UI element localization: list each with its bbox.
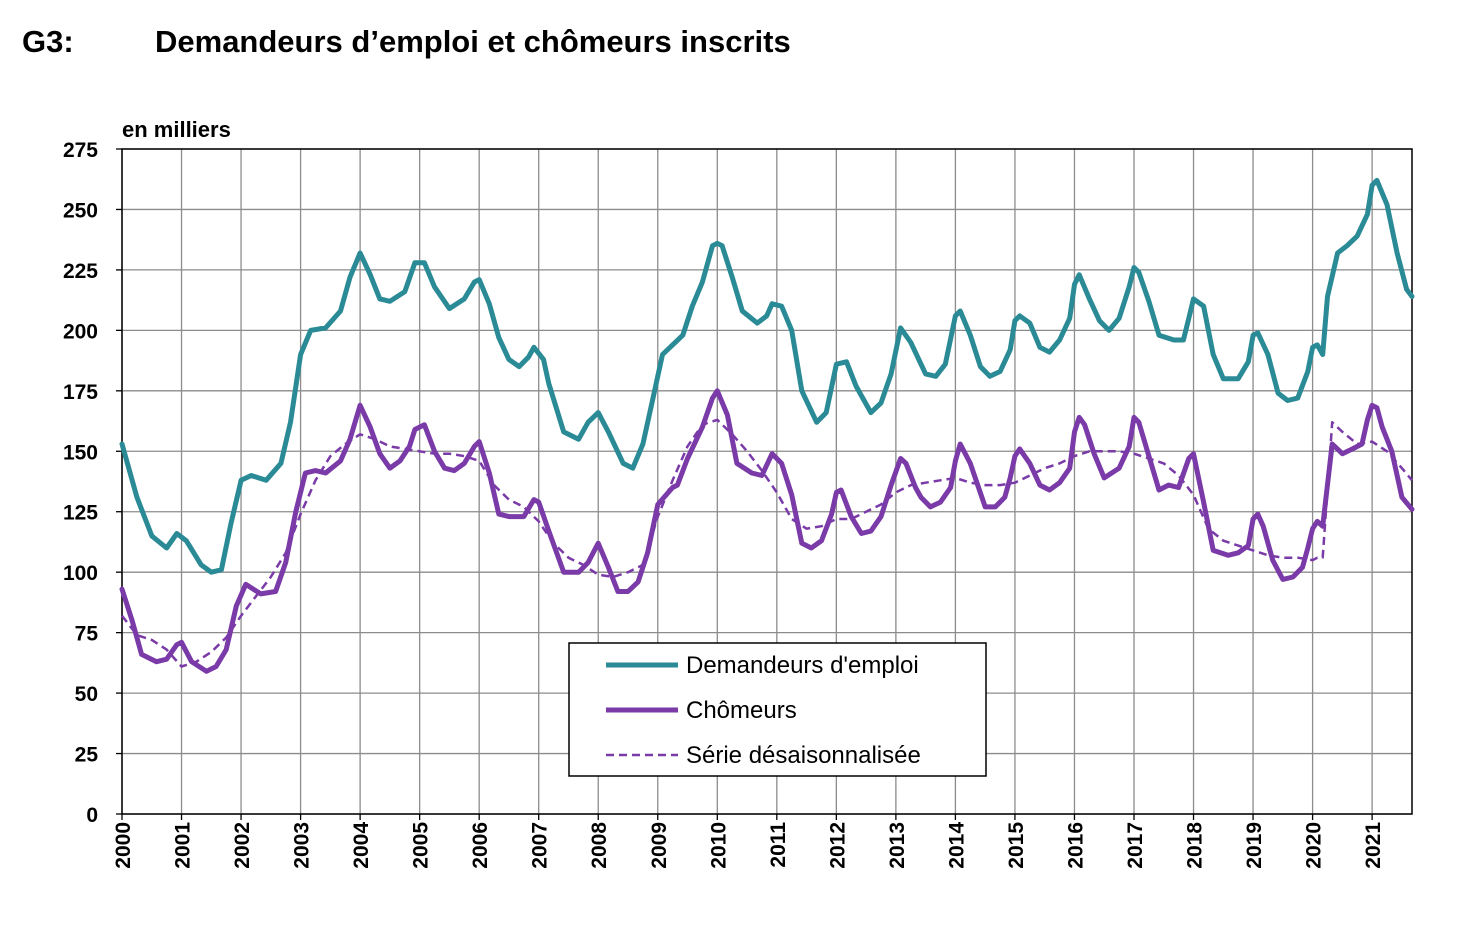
series-line-chomeurs (119, 388, 1415, 674)
x-tick-label: 2018 (1184, 822, 1207, 869)
x-tick-label: 2021 (1362, 822, 1385, 869)
series-lines (119, 177, 1415, 674)
x-tick-label: 2011 (767, 822, 790, 868)
y-tick-label: 25 (75, 744, 99, 767)
y-tick-label: 75 (75, 623, 99, 646)
x-tick-label: 2003 (291, 822, 314, 869)
x-tick-label: 2017 (1124, 822, 1147, 869)
y-tick-label: 225 (63, 260, 98, 283)
y-tick-label: 200 (63, 320, 98, 343)
chart-title: Demandeurs d’emploi et chômeurs inscrits (155, 24, 791, 59)
x-axis: 2000 2001 2002 2003 2004 2005 2006 2007 2008 2009… (112, 814, 1385, 869)
x-tick-label: 2012 (826, 822, 849, 869)
x-tick-label: 2014 (945, 822, 968, 869)
x-tick-label: 2013 (886, 822, 909, 869)
x-tick-label: 2002 (231, 822, 254, 869)
x-tick-label: 2006 (469, 822, 492, 869)
x-tick-label: 2015 (1005, 822, 1028, 869)
x-tick-label: 2007 (529, 822, 552, 869)
x-tick-label: 2009 (648, 822, 671, 869)
x-tick-label: 2020 (1303, 822, 1326, 869)
y-axis: 0 25 50 75 100 125 150 175 200 225 250 275 (63, 139, 122, 827)
legend-label-chomeurs: Chômeurs (686, 697, 797, 724)
y-tick-label: 250 (63, 199, 98, 222)
y-tick-label: 50 (75, 683, 98, 706)
figure-number: G3: (22, 24, 74, 59)
unit-label: en milliers (122, 117, 231, 142)
y-tick-label: 100 (63, 562, 98, 585)
legend-label-demandeurs: Demandeurs d'emploi (686, 652, 919, 679)
x-tick-label: 2004 (350, 822, 373, 869)
x-tick-label: 2000 (112, 822, 135, 869)
legend: Demandeurs d'emploi Chômeurs Série désai… (568, 642, 987, 777)
x-tick-label: 2001 (172, 822, 195, 869)
y-tick-label: 175 (63, 381, 98, 404)
y-tick-label: 125 (63, 502, 98, 525)
y-tick-label: 150 (63, 441, 98, 464)
y-tick-label: 0 (86, 804, 98, 827)
legend-label-desaisonnalisee: Série désaisonnalisée (686, 742, 921, 769)
series-line-demandeurs (119, 177, 1415, 575)
x-tick-label: 2008 (588, 822, 611, 869)
plot-area-frame (121, 148, 1413, 815)
series-line-desaisonnalisee (121, 418, 1413, 668)
x-tick-label: 2016 (1064, 822, 1087, 869)
y-tick-label: 275 (63, 139, 98, 162)
x-tick-label: 2005 (410, 822, 433, 869)
x-tick-label: 2010 (707, 822, 730, 869)
x-tick-label: 2019 (1243, 822, 1266, 869)
